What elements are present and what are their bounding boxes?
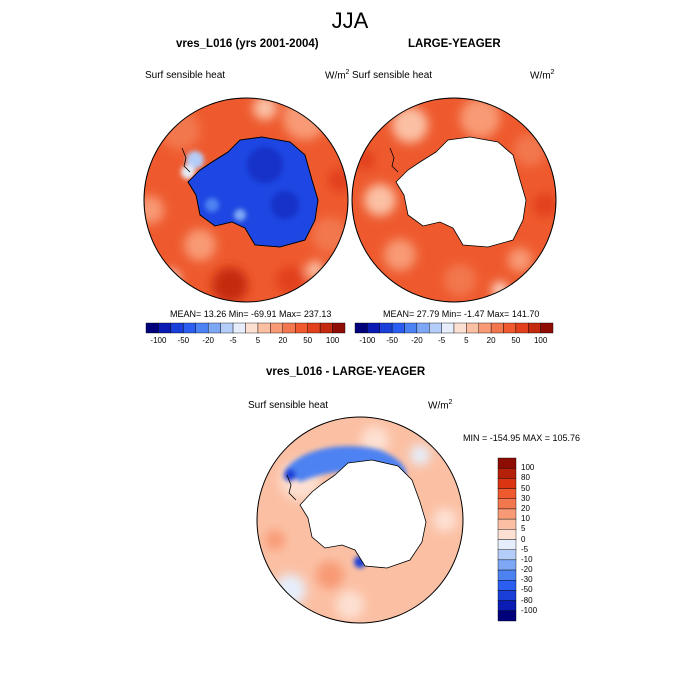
panel-c-map [256, 416, 464, 624]
panel-a-title: vres_L016 (yrs 2001-2004) [176, 38, 319, 50]
panel-a-stats: MEAN= 13.26 Min= -69.91 Max= 237.13 [170, 309, 332, 319]
panel-c-variable: Surf sensible heat [248, 400, 329, 411]
colorbar-v-swatch [497, 539, 517, 550]
colorbar-a-label: 5 [255, 336, 261, 345]
panel-b-map [351, 97, 557, 303]
colorbar-v-swatch [497, 590, 517, 601]
colorbar-a-swatch [220, 322, 234, 334]
panel-c-title: vres_L016 - LARGE-YEAGER [266, 366, 426, 378]
colorbar-a-label: -5 [229, 336, 237, 345]
colorbar-v-swatch [497, 488, 517, 499]
colorbar-a-swatch [332, 322, 346, 334]
colorbar-a-swatch [245, 322, 259, 334]
colorbar-v-swatch [497, 498, 517, 510]
colorbar-a-swatch [319, 322, 333, 334]
colorbar-v-swatch [497, 600, 517, 612]
colorbar-v-swatch [497, 478, 517, 489]
colorbar-b-swatch [453, 322, 467, 334]
colorbar-v-label: 30 [521, 493, 530, 503]
panel-b-variable: Surf sensible heat [352, 70, 433, 81]
colorbar-v-label: -50 [521, 585, 533, 595]
colorbar-v-swatch [497, 549, 517, 561]
colorbar-v-swatch [497, 529, 517, 540]
colorbar-b-swatch [466, 322, 479, 334]
colorbar-b-swatch [540, 322, 554, 334]
colorbar-v-swatch [497, 467, 517, 479]
colorbar-a-swatch [195, 322, 209, 334]
colorbar-v [497, 457, 517, 622]
colorbar-a-swatch [232, 322, 246, 334]
colorbar-b-label: -20 [411, 336, 423, 345]
colorbar-a-swatch [307, 322, 321, 334]
panel-b-title: LARGE-YEAGER [408, 38, 501, 50]
colorbar-b-swatch [354, 322, 368, 334]
colorbar-b-swatch [515, 322, 529, 334]
colorbar-a-label: 50 [303, 336, 313, 345]
colorbar-v-swatch [497, 457, 517, 469]
panel-a-map [143, 97, 349, 303]
colorbar-b-label: -100 [359, 336, 376, 345]
colorbar-v-label: 100 [521, 463, 535, 473]
colorbar-a-swatch [158, 322, 172, 334]
colorbar-b [354, 322, 554, 334]
panel-a-units: W/m2 [325, 69, 350, 82]
colorbar-v-swatch [497, 580, 517, 591]
colorbar-v-label: -10 [521, 554, 533, 564]
colorbar-a-label: -50 [177, 336, 190, 345]
colorbar-b-label: 50 [511, 336, 521, 345]
colorbar-v-swatch [497, 508, 517, 520]
colorbar-b-swatch [404, 322, 418, 334]
colorbar-v-label: 50 [521, 483, 530, 493]
colorbar-a-swatch [145, 322, 159, 334]
colorbar-v-label: 5 [521, 524, 526, 534]
colorbar-v-label: -20 [521, 565, 533, 575]
colorbar-v-swatch [497, 569, 517, 581]
colorbar-b-label: 5 [464, 336, 469, 345]
colorbar-v-swatch [497, 518, 517, 530]
panel-b-units: W/m2 [530, 69, 555, 82]
colorbar-a-label: 100 [325, 336, 340, 345]
panel-b-stats: MEAN= 27.79 Min= -1.47 Max= 141.70 [383, 309, 540, 319]
colorbar-a-label: -20 [202, 336, 214, 345]
colorbar-b-swatch [429, 322, 442, 334]
colorbar-v-label: -80 [521, 595, 533, 605]
colorbar-v-label: -100 [521, 605, 538, 615]
colorbar-b-swatch [416, 322, 430, 334]
colorbar-v-label: 0 [521, 534, 526, 544]
colorbar-b-swatch [367, 322, 380, 334]
colorbar-a-swatch [295, 322, 308, 334]
colorbar-v-swatch [497, 610, 517, 622]
colorbar-b-label: -5 [438, 336, 446, 345]
colorbar-b-swatch [379, 322, 393, 334]
colorbar-a-swatch [282, 322, 296, 334]
panel-c-units: W/m2 [428, 399, 453, 412]
colorbar-b-swatch [391, 322, 405, 334]
colorbar-a-label: 20 [278, 336, 288, 345]
colorbar-v-label: 80 [521, 473, 530, 483]
colorbar-a-swatch [170, 322, 184, 334]
colorbar-b-label: -50 [386, 336, 398, 345]
colorbar-b-swatch [490, 322, 504, 334]
colorbar-a-swatch [207, 322, 221, 334]
colorbar-a-swatch [183, 322, 196, 334]
colorbar-v-label: 20 [521, 503, 530, 513]
colorbar-b-swatch [528, 322, 541, 334]
colorbar-v-label: -30 [521, 575, 533, 585]
panel-c-minmax: MIN = -154.95 MAX = 105.76 [463, 433, 581, 443]
colorbar-a-label: -100 [150, 336, 167, 345]
panel-a-variable: Surf sensible heat [145, 70, 226, 81]
figure-title: JJA [331, 8, 369, 33]
colorbar-v-label: -5 [521, 544, 529, 554]
colorbar-b-label: 20 [486, 336, 496, 345]
colorbar-b-swatch [503, 322, 517, 334]
colorbar-v-swatch [497, 559, 517, 571]
colorbar-a-swatch [257, 322, 271, 334]
colorbar-a [145, 322, 346, 334]
colorbar-b-swatch [441, 322, 455, 334]
colorbar-b-label: 100 [533, 336, 548, 345]
colorbar-a-swatch [270, 322, 284, 334]
colorbar-v-label: 10 [521, 514, 530, 524]
colorbar-b-swatch [478, 322, 492, 334]
